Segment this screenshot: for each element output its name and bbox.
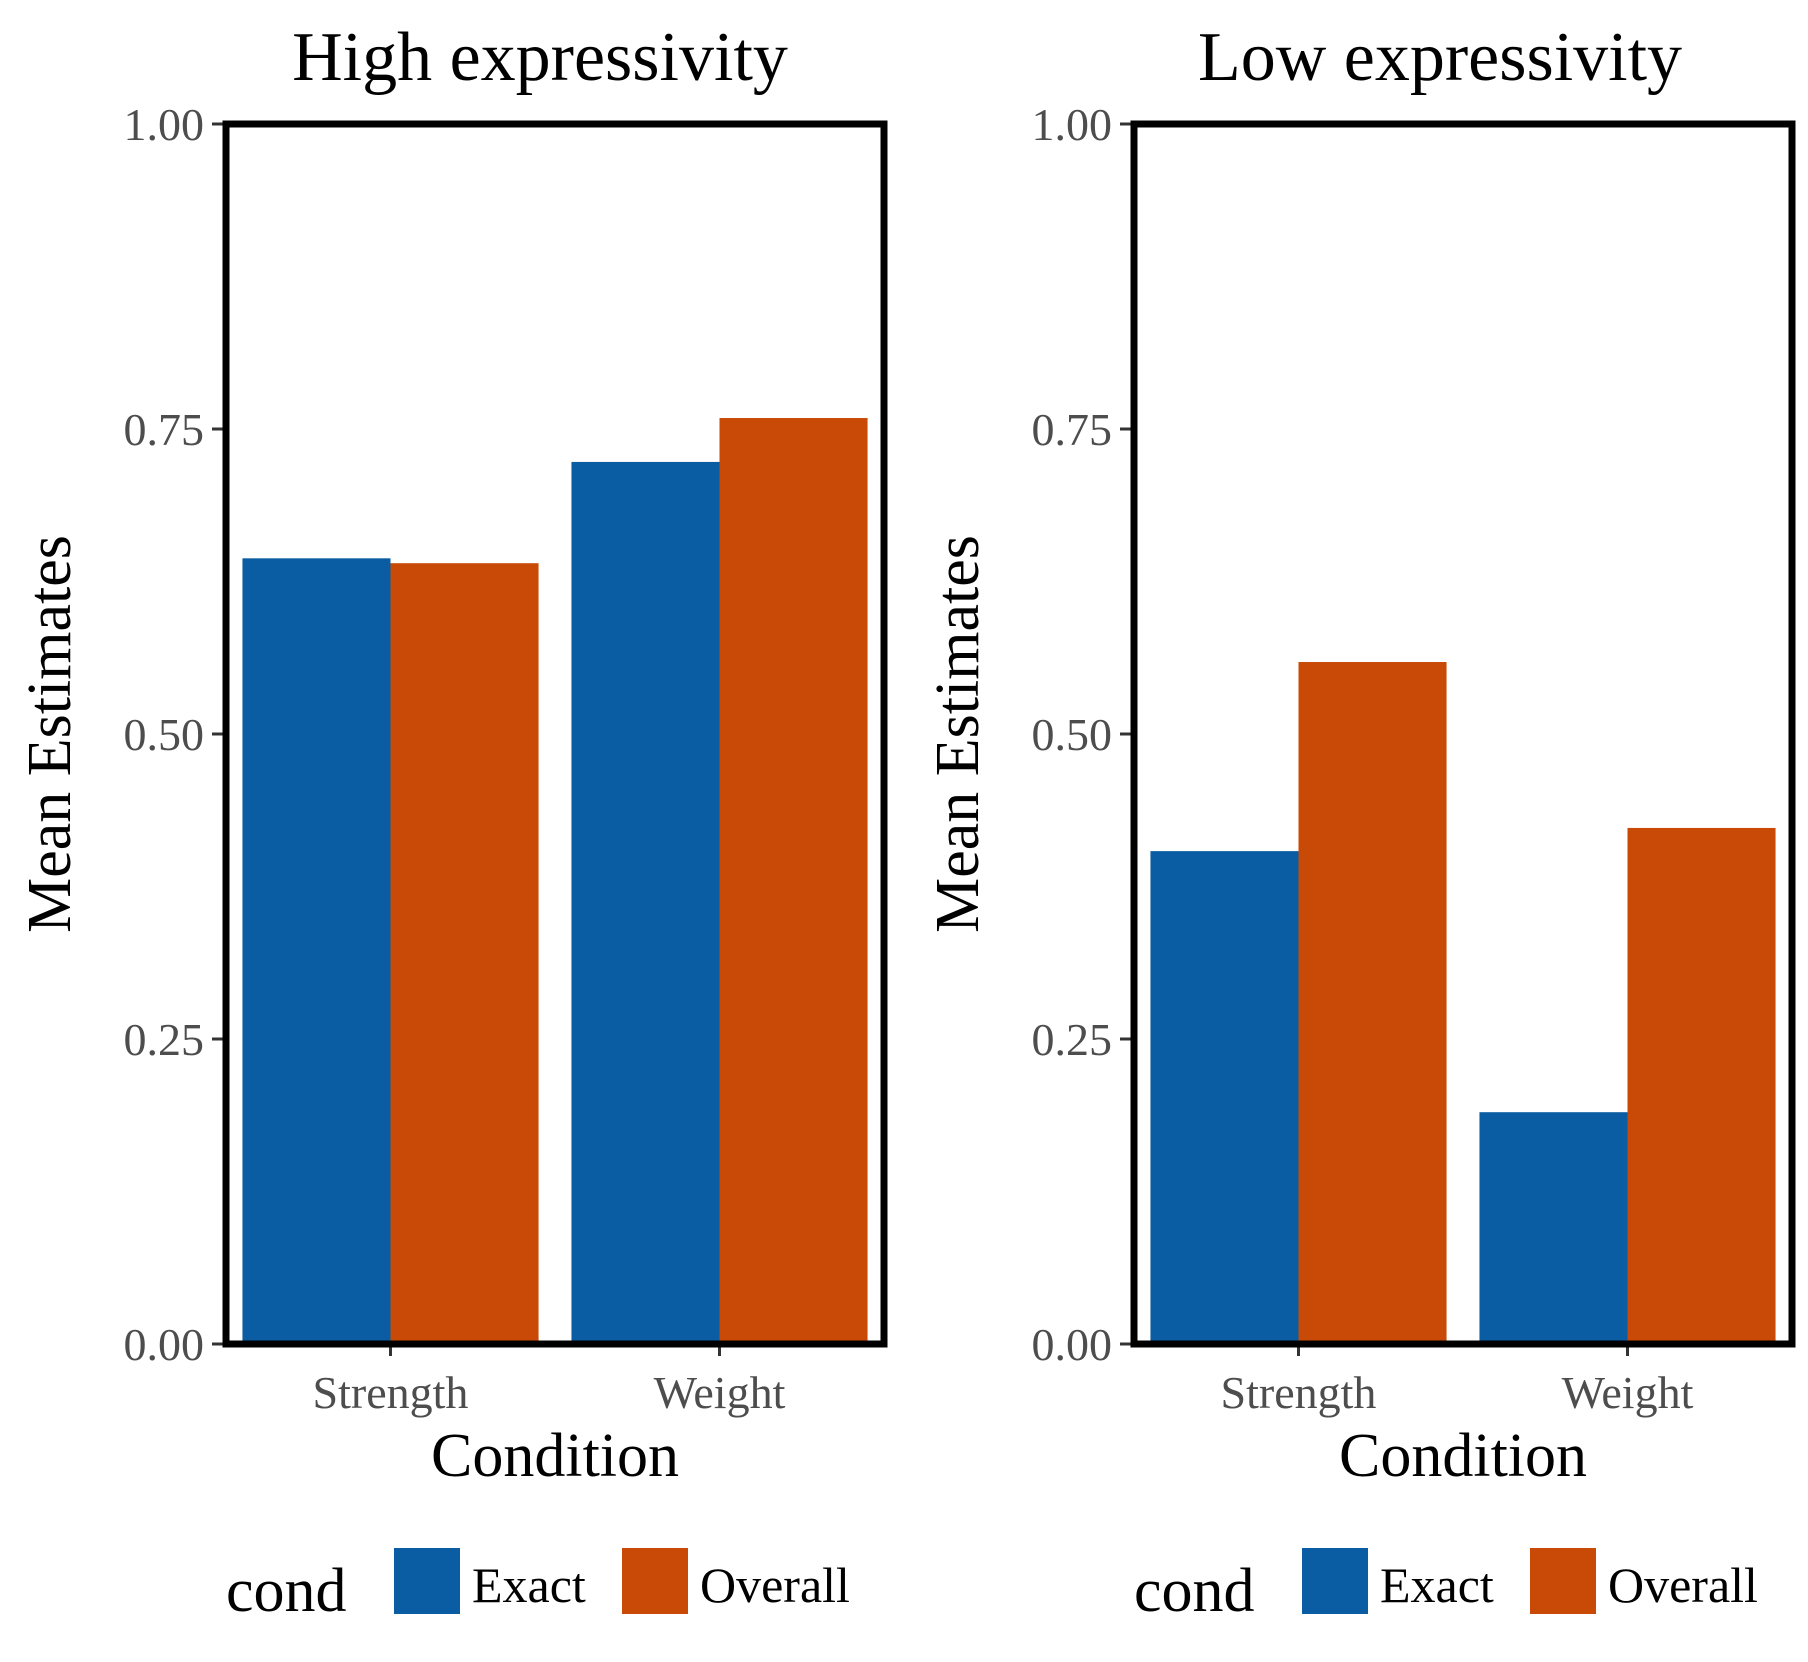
- y-tick-label: 0.00: [1032, 1319, 1113, 1370]
- legend-key-exact: [1302, 1548, 1368, 1614]
- x-tick-label: Strength: [313, 1367, 469, 1418]
- y-tick-label: 1.00: [1032, 99, 1113, 150]
- bar-exact-weight: [571, 461, 720, 1344]
- panel-high-expressivity: High expressivity Strength Weight 0.00 0.25 0…: [16, 19, 888, 1625]
- panel-title: High expressivity: [292, 19, 788, 96]
- legend-label-exact: Exact: [1380, 1557, 1494, 1613]
- bar-exact-strength: [242, 558, 391, 1344]
- bar-overall-strength: [390, 563, 539, 1344]
- legend-label-exact: Exact: [472, 1557, 586, 1613]
- y-tick-label: 0.25: [124, 1014, 205, 1065]
- panel-border: [222, 120, 888, 1348]
- legend-title: cond: [1134, 1557, 1255, 1625]
- bar-overall-strength: [1298, 662, 1447, 1344]
- bar-exact-strength: [1150, 851, 1299, 1344]
- legend-title: cond: [226, 1557, 347, 1625]
- legend-label-overall: Overall: [1608, 1557, 1758, 1613]
- legend-key-exact: [394, 1548, 460, 1614]
- x-tick-label: Weight: [654, 1367, 786, 1418]
- bar-overall-weight: [1627, 827, 1776, 1344]
- x-tick-label: Weight: [1562, 1367, 1694, 1418]
- panel-title: Low expressivity: [1198, 19, 1682, 96]
- y-axis-title: Mean Estimates: [16, 535, 84, 933]
- legend-key-overall: [622, 1548, 688, 1614]
- panel-border: [1130, 120, 1796, 1348]
- x-tick-label: Strength: [1221, 1367, 1377, 1418]
- y-tick-label: 0.00: [124, 1319, 205, 1370]
- x-axis-title: Condition: [431, 1422, 679, 1490]
- y-tick-label: 0.50: [124, 709, 205, 760]
- legend-key-overall: [1530, 1548, 1596, 1614]
- y-axis-title: Mean Estimates: [924, 535, 992, 933]
- y-tick-label: 0.75: [124, 404, 205, 455]
- bar-exact-weight: [1479, 1112, 1628, 1344]
- y-tick-label: 0.50: [1032, 709, 1113, 760]
- y-tick-label: 0.75: [1032, 404, 1113, 455]
- bar-overall-weight: [719, 418, 868, 1344]
- panel-low-expressivity: Low expressivity Strength Weight 0.00 0.25 0.…: [924, 19, 1796, 1625]
- legend-label-overall: Overall: [700, 1557, 850, 1613]
- y-tick-label: 1.00: [124, 99, 205, 150]
- x-axis-title: Condition: [1339, 1422, 1587, 1490]
- y-tick-label: 0.25: [1032, 1014, 1113, 1065]
